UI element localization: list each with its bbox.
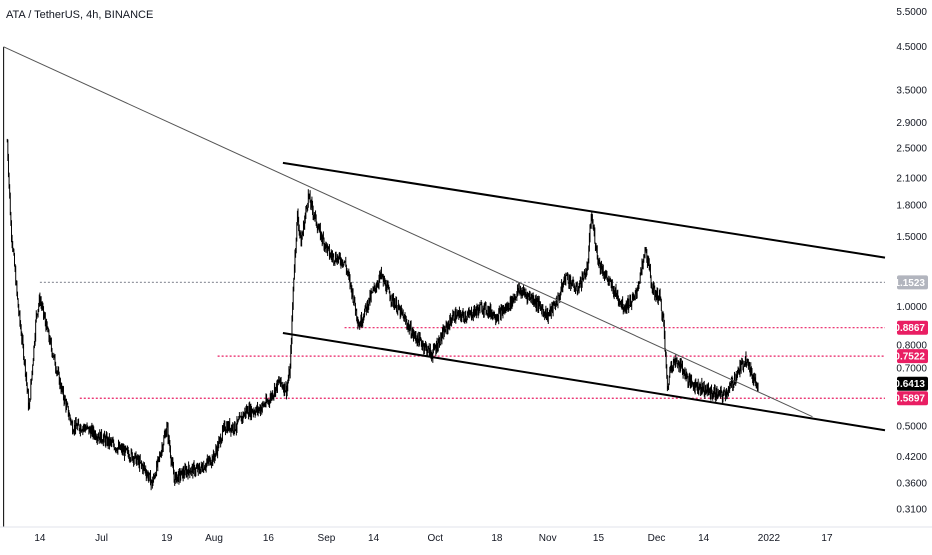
drawings-layer-under: [39, 281, 885, 399]
time-tick-label: 14: [368, 533, 380, 544]
level-price-badge-2: 0.7522: [894, 352, 925, 363]
time-tick-label: Dec: [648, 533, 666, 544]
time-axis[interactable]: 14 Jul 19 Aug 16 Sep 14 Oct 18 Nov 15 Dec 14 2022 17: [0, 526, 932, 544]
price-tick-label: 0.5000: [896, 422, 927, 433]
price-tick-label: 4.5000: [896, 42, 927, 53]
time-tick-label: 18: [491, 533, 503, 544]
price-tick-label: 0.3600: [896, 479, 927, 490]
level-price-badge-0: 1.1523: [894, 278, 925, 289]
time-tick-label: Oct: [427, 533, 443, 544]
price-tick-label: 2.1000: [896, 174, 927, 185]
time-tick-label: 16: [263, 533, 275, 544]
price-tick-label: 0.7000: [896, 364, 927, 375]
price-tick-label: 2.5000: [896, 143, 927, 154]
level-price-badge-0-bg: [897, 275, 928, 290]
time-tick-label: Aug: [205, 533, 223, 544]
price-tick-label: 3.5000: [896, 85, 927, 96]
time-tick-label: Jul: [95, 533, 108, 544]
price-tick-label: 0.3100: [896, 504, 927, 515]
price-tick-label: 5.5000: [896, 7, 927, 18]
candles-layer: [6, 138, 759, 491]
time-tick-label: 17: [821, 533, 833, 544]
level-price-badge-3: 0.5897: [894, 394, 925, 405]
time-tick-label: 14: [698, 533, 710, 544]
channel-upper-line: [282, 161, 886, 259]
time-tick-label: 14: [34, 533, 46, 544]
level-price-badge-1: 0.8867: [894, 323, 925, 334]
symbol-title: ATA / TetherUS, 4h, BINANCE: [6, 9, 153, 21]
descending-trendline: [3, 46, 813, 418]
price-tick-label: 1.8000: [896, 200, 927, 211]
time-tick-label: 2022: [758, 533, 781, 544]
drawings-layer-over[interactable]: [3, 46, 886, 527]
price-tick-label: 0.4200: [896, 452, 927, 463]
last-price-badge-bg: [897, 376, 928, 391]
price-tick-label: 1.5000: [896, 232, 927, 243]
price-tick-label: 1.0000: [896, 302, 927, 313]
price-axis[interactable]: 5.5000 4.5000 3.5000 2.9000 2.5000 2.1000 1.80…: [894, 7, 928, 515]
level-price-badge-1-bg: [897, 320, 928, 335]
level-price-badge-2-bg: [897, 349, 928, 364]
last-price-badge: 0.6413: [894, 379, 925, 390]
time-tick-label: 15: [593, 533, 605, 544]
price-tick-label: 2.9000: [896, 118, 927, 129]
level-price-badge-3-bg: [897, 391, 928, 406]
time-tick-label: Sep: [318, 533, 336, 544]
time-tick-label: Nov: [539, 533, 557, 544]
time-tick-label: 19: [161, 533, 173, 544]
channel-lower-line: [282, 331, 886, 432]
price-tick-label: 0.8000: [896, 340, 927, 351]
